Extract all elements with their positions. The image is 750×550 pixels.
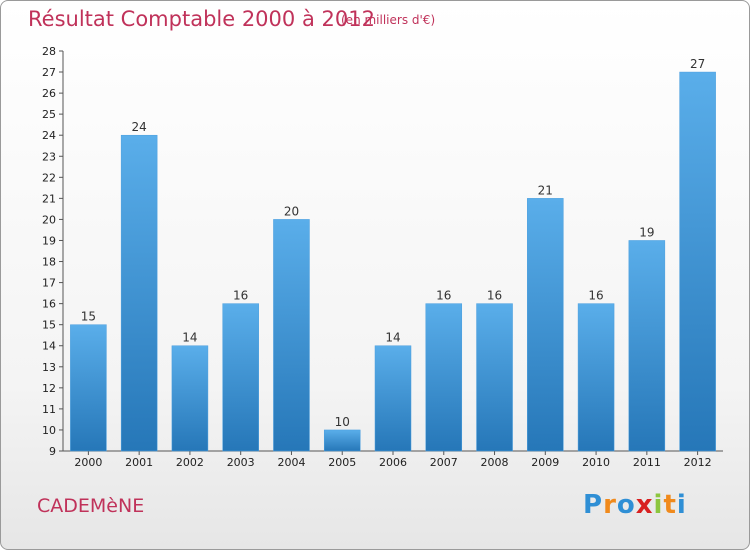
x-tick-label: 2010 [582, 456, 610, 469]
data-label: 16 [233, 289, 248, 303]
y-tick-label: 19 [42, 234, 56, 247]
chart-subtitle: (en milliers d'€) [341, 13, 436, 27]
y-tick-label: 12 [42, 382, 56, 395]
y-tick-label: 23 [42, 150, 56, 163]
bar [527, 198, 564, 452]
data-label: 16 [487, 289, 502, 303]
bar [679, 71, 716, 452]
data-label: 24 [132, 120, 147, 134]
bar [323, 429, 361, 452]
y-tick-label: 24 [42, 129, 56, 142]
data-label: 19 [639, 225, 654, 239]
y-tick-label: 16 [42, 298, 56, 311]
y-tick-label: 17 [42, 277, 56, 290]
x-tick-label: 2000 [74, 456, 102, 469]
bar [70, 324, 107, 452]
x-tick-label: 2006 [379, 456, 407, 469]
bar [476, 303, 513, 452]
y-tick-label: 14 [42, 340, 56, 353]
y-tick-label: 21 [42, 192, 56, 205]
data-label: 20 [284, 204, 299, 218]
y-tick-label: 28 [42, 45, 56, 58]
data-label: 16 [588, 289, 603, 303]
data-label: 16 [436, 289, 451, 303]
x-tick-label: 2008 [481, 456, 509, 469]
x-tick-label: 2005 [328, 456, 356, 469]
logo-letter: P [583, 490, 604, 520]
x-tick-label: 2003 [227, 456, 255, 469]
data-label: 10 [335, 415, 350, 429]
chart-title: Résultat Comptable 2000 à 2012 [28, 7, 375, 31]
y-tick-label: 10 [42, 424, 56, 437]
bar [120, 134, 158, 452]
logo-letter: t [663, 490, 677, 520]
y-tick-label: 9 [49, 445, 56, 458]
y-tick-label: 11 [42, 403, 56, 416]
bar [222, 303, 259, 452]
x-tick-label: 2002 [176, 456, 204, 469]
bar [273, 219, 310, 452]
logo-letter: i [653, 490, 664, 520]
y-tick-label: 18 [42, 256, 56, 269]
x-tick-label: 2011 [633, 456, 661, 469]
logo-letter: x [635, 490, 654, 520]
y-tick-label: 22 [42, 171, 56, 184]
bar [374, 345, 412, 452]
data-label: 14 [182, 331, 197, 345]
logo-letter: o [616, 490, 636, 520]
proxiti-logo: Proxiti [583, 490, 687, 520]
logo-letter: i [676, 490, 687, 520]
y-tick-label: 27 [42, 66, 56, 79]
y-tick-label: 25 [42, 108, 56, 121]
x-tick-label: 2009 [531, 456, 559, 469]
y-tick-label: 20 [42, 213, 56, 226]
data-label: 21 [538, 183, 553, 197]
y-tick-label: 13 [42, 361, 56, 374]
bar [171, 345, 209, 452]
data-label: 14 [385, 331, 400, 345]
bar [425, 303, 463, 452]
x-tick-label: 2007 [430, 456, 458, 469]
bar [577, 303, 615, 452]
data-label: 15 [81, 310, 96, 324]
logo-letter: r [603, 490, 617, 520]
data-label: 27 [690, 57, 705, 71]
y-tick-label: 15 [42, 319, 56, 332]
x-tick-label: 2012 [684, 456, 712, 469]
x-tick-label: 2001 [125, 456, 153, 469]
y-tick-label: 26 [42, 87, 56, 100]
commune-name: CADEMèNE [37, 495, 145, 517]
x-tick-label: 2004 [277, 456, 305, 469]
bar [628, 240, 666, 452]
